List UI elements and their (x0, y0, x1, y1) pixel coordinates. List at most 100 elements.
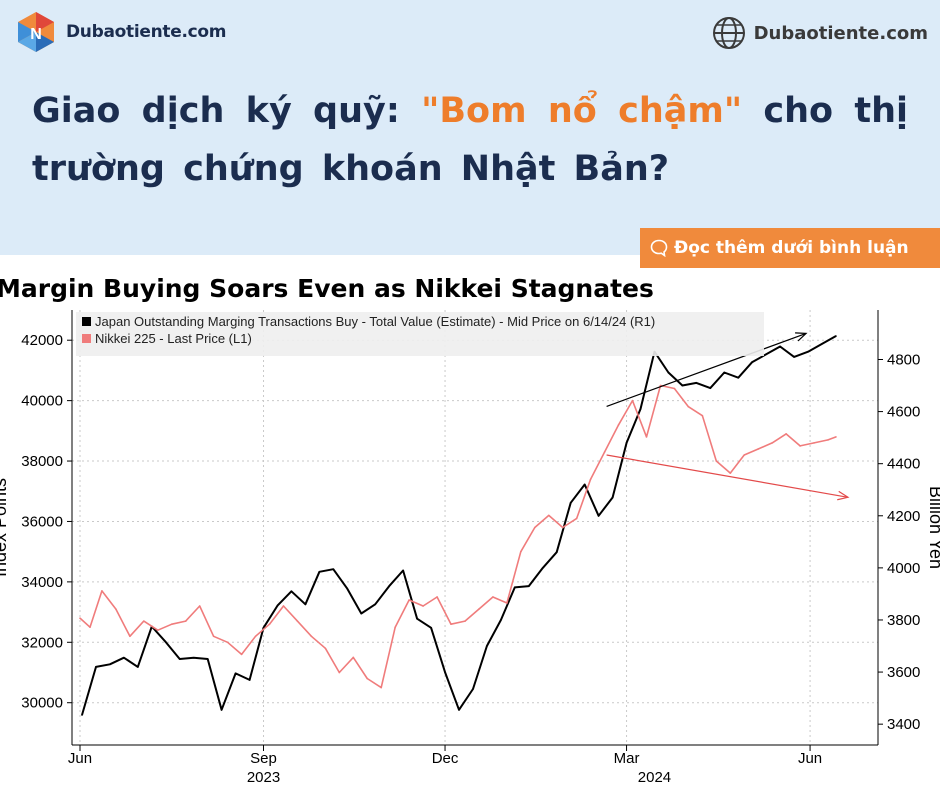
globe-icon (712, 17, 745, 49)
legend-label: Nikkei 225 - Last Price (L1) (95, 331, 252, 346)
arrowhead-down (837, 490, 850, 501)
nikkei-point (198, 605, 201, 607)
nikkei-point (603, 451, 606, 453)
trend-arrow-down (606, 454, 849, 498)
nikkei-point (89, 626, 91, 628)
nikkei-point (143, 620, 145, 622)
margin-buy-point (737, 376, 740, 379)
margin-buy-point (220, 709, 223, 711)
nikkei-point (170, 623, 173, 625)
margin-buy-point (472, 688, 474, 690)
nikkei-point (324, 647, 327, 650)
margin-buy-point (765, 353, 767, 356)
x-tick-label: Mar (614, 750, 640, 767)
x-year-label: 2024 (638, 769, 671, 786)
arrowhead-up (795, 332, 808, 342)
y-left-tick-label: 32000 (21, 634, 63, 651)
margin-buy-point (388, 585, 390, 587)
margin-buy-point (248, 679, 251, 681)
series-nikkei-line (79, 384, 837, 689)
nikkei-point (79, 617, 81, 619)
nikkei-point (156, 629, 159, 632)
nikkei-point (547, 514, 550, 517)
logo-mark-icon: N (18, 12, 54, 52)
y-left-axis-title: Index Points (0, 478, 10, 577)
margin-buy-point (276, 604, 279, 607)
headline-part1: Giao dịch ký quỹ: (32, 91, 422, 131)
nikkei-point (729, 472, 732, 474)
nikkei-point (366, 677, 369, 680)
nikkei-point (338, 671, 341, 674)
y-left-tick-label: 40000 (21, 393, 63, 410)
y-right-tick-label: 4800 (887, 351, 920, 368)
nikkei-point (743, 454, 746, 456)
nikkei-point (101, 590, 103, 592)
trend-arrow-up (606, 332, 807, 407)
margin-buy-point (444, 671, 446, 673)
logo-text: Dubaotiente.com (66, 22, 227, 42)
site-logo[interactable]: N Dubaotiente.com (14, 10, 227, 54)
margin-buy-point (541, 567, 544, 569)
y-left-tick-label: 36000 (21, 513, 63, 530)
margin-buy-point (164, 641, 167, 643)
margin-buy-point (192, 656, 195, 659)
nikkei-point (254, 635, 257, 638)
margin-buy-point (137, 666, 139, 668)
nikkei-point (701, 414, 704, 417)
headline: Giao dịch ký quỹ: "Bom nổ chậm" cho thị … (32, 82, 908, 198)
margin-buy-point (681, 384, 684, 387)
nikkei-point (561, 526, 564, 529)
nikkei-point (533, 526, 536, 529)
y-right-tick-label: 3800 (887, 612, 920, 629)
site-link[interactable]: Dubaotiente.com (712, 16, 928, 50)
nikkei-point (687, 405, 690, 408)
y-right-tick-label: 4600 (887, 404, 920, 421)
headline-highlight: "Bom nổ chậm" (421, 91, 743, 131)
margin-buy-point (555, 551, 558, 554)
margin-buy-point (807, 350, 809, 353)
margin-buy-point (304, 603, 307, 606)
nikkei-point (575, 517, 578, 520)
legend-box (76, 312, 764, 356)
margin-buy-point (667, 371, 670, 374)
nikkei-point (240, 653, 243, 656)
margin-buy-point (500, 619, 502, 621)
margin-buy-point (290, 590, 293, 593)
margin-buy-point (486, 645, 488, 647)
x-tick-label: Sep (250, 750, 277, 767)
y-left-tick-label: 30000 (21, 695, 63, 712)
margin-buy-point (109, 663, 111, 666)
y-right-tick-label: 4000 (887, 560, 920, 577)
margin-buy-point (360, 612, 363, 615)
margin-buy-point (793, 356, 795, 358)
nikkei-point (645, 436, 648, 438)
nikkei-point (352, 656, 355, 659)
y-right-tick-label: 4200 (887, 508, 920, 525)
nikkei-point (422, 605, 424, 607)
margin-buy-point (374, 603, 377, 606)
margin-buy-point (234, 672, 237, 675)
margin-buy-point (639, 408, 642, 410)
margin-buy-point (723, 371, 726, 374)
comment-bubble-icon (650, 239, 668, 257)
margin-buy-point (779, 345, 781, 348)
y-right-axis-title: Billion Yen (926, 486, 940, 569)
nikkei-point (478, 608, 480, 610)
x-year-label: 2023 (247, 769, 280, 786)
y-right-tick-label: 3400 (887, 716, 920, 733)
nikkei-point (450, 623, 452, 625)
nikkei-point (520, 550, 522, 553)
nikkei-point (464, 620, 466, 622)
y-right-tick-label: 4400 (887, 456, 920, 473)
margin-buy-point (402, 569, 404, 572)
x-tick-label: Jun (68, 750, 92, 767)
y-left-tick-label: 34000 (21, 574, 63, 591)
nikkei-point (380, 686, 383, 689)
nikkei-point (589, 478, 592, 480)
nikkei-point (785, 433, 787, 435)
chart-title: Margin Buying Soars Even as Nikkei Stagn… (0, 274, 654, 303)
nikkei-point (827, 439, 829, 441)
read-more-button[interactable]: Đọc thêm dưới bình luận (640, 228, 940, 268)
margin-buy-point (318, 570, 321, 573)
